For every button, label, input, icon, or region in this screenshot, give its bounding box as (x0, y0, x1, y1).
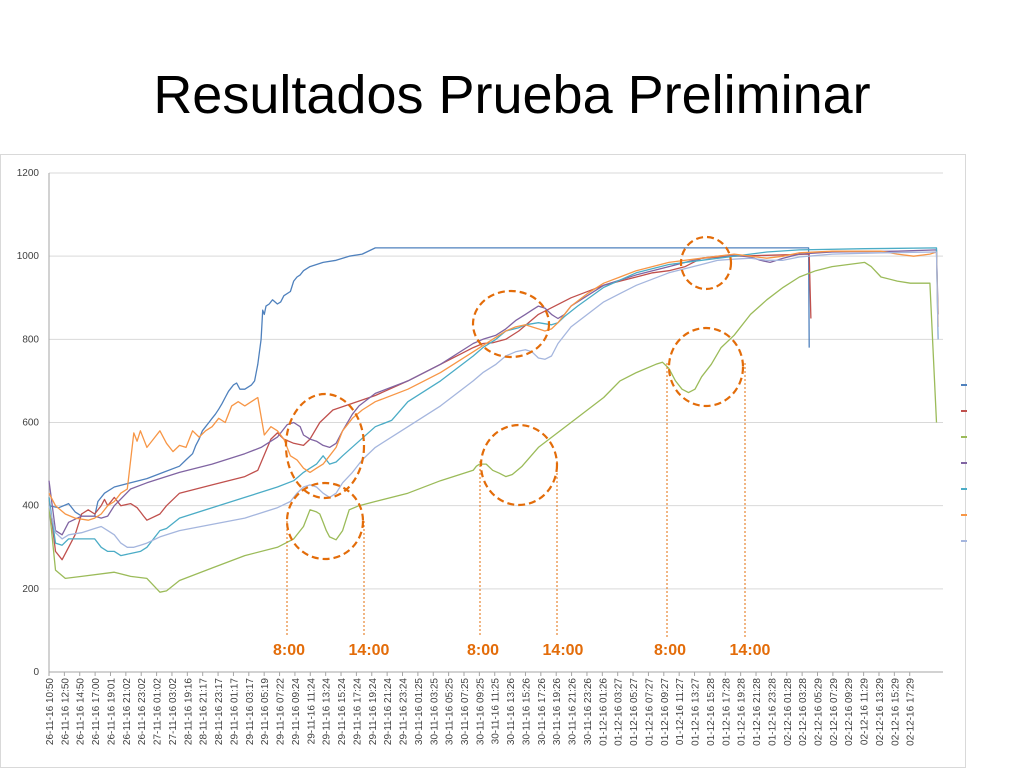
x-tick-label: 30-11-16 19:26 (552, 678, 563, 746)
x-tick-label: 30-11-16 13:26 (506, 678, 517, 746)
series-line-54 (48, 247, 810, 517)
x-tick-label: 01-12-16 19:28 (737, 678, 748, 746)
y-tick-label: 1200 (17, 168, 40, 179)
x-tick-label: 01-12-16 03:27 (614, 678, 625, 746)
x-tick-label: 02-12-16 13:29 (875, 678, 886, 746)
series-line-58 (48, 247, 939, 557)
x-tick-label: 29-11-16 17:24 (352, 678, 363, 746)
x-tick-label: 02-12-16 03:28 (798, 678, 809, 746)
x-tick-label: 01-12-16 21:28 (752, 678, 763, 746)
x-tick-label: 29-11-16 23:24 (399, 678, 410, 746)
x-tick-label: 29-11-16 09:24 (291, 678, 302, 746)
x-tick-label: 28-11-16 23:17 (214, 678, 225, 746)
x-tick-label: 02-12-16 15:29 (890, 678, 901, 746)
x-tick-label: 26-11-16 23:02 (137, 678, 148, 746)
x-tick-label: 27-11-16 01:02 (153, 678, 164, 746)
x-tick-label: 01-12-16 23:28 (767, 678, 778, 746)
x-tick-label: 29-11-16 13:24 (322, 678, 333, 746)
highlight-circle (667, 326, 745, 408)
time-label: 8:00 (273, 642, 305, 659)
x-tick-label: 02-12-16 01:28 (783, 678, 794, 746)
x-tick-label: 28-11-16 19:16 (183, 678, 194, 746)
x-tick-label: 29-11-16 03:17 (245, 678, 256, 746)
x-tick-label: 01-12-16 17:28 (721, 678, 732, 746)
y-tick-label: 400 (22, 501, 39, 512)
x-tick-label: 29-11-16 05:19 (260, 678, 271, 746)
x-tick-label: 30-11-16 17:26 (537, 678, 548, 746)
x-tick-label: 29-11-16 19:24 (368, 678, 379, 746)
x-tick-label: 02-12-16 07:29 (829, 678, 840, 746)
x-tick-label: 26-11-16 17:00 (91, 678, 102, 746)
series-line-59 (48, 250, 939, 521)
time-label: 8:00 (467, 642, 499, 659)
x-tick-label: 02-12-16 05:29 (814, 678, 825, 746)
slide-title: Resultados Prueba Preliminar (153, 65, 871, 125)
x-tick-label: 01-12-16 13:27 (691, 678, 702, 746)
time-label: 14:00 (543, 642, 584, 659)
x-tick-label: 30-11-16 15:26 (521, 678, 532, 746)
x-tick-label: 29-11-16 21:24 (383, 678, 394, 746)
x-tick-label: 30-11-16 05:25 (445, 678, 456, 746)
y-tick-label: 600 (22, 418, 39, 429)
series-line-56 (48, 261, 938, 593)
x-tick-label: 26-11-16 14:50 (76, 678, 87, 746)
x-tick-label: 01-12-16 05:27 (629, 678, 640, 746)
highlight-circle (679, 235, 733, 291)
x-tick-label: 29-11-16 07:22 (276, 678, 287, 746)
x-tick-label: 01-12-16 09:27 (660, 678, 671, 746)
x-tick-label: 28-11-16 21:17 (199, 678, 210, 746)
x-tick-label: 30-11-16 07:25 (460, 678, 471, 746)
x-tick-label: 30-11-16 03:25 (429, 678, 440, 746)
chart-frame: 0 200 400 600 800 1000 1200 26-11-16 10:50 26-11… (0, 154, 967, 768)
x-tick-label: 29-11-16 15:24 (337, 678, 348, 746)
x-tick-label: 02-12-16 11:29 (860, 678, 871, 746)
y-tick-label: 200 (22, 584, 39, 595)
highlight-circle (479, 423, 559, 507)
time-label: 14:00 (349, 642, 390, 659)
x-tick-label: 26-11-16 21:02 (122, 678, 133, 746)
x-tick-label: 01-12-16 07:27 (644, 678, 655, 746)
x-tick-label: 29-11-16 01:17 (229, 678, 240, 746)
highlight-circle (284, 392, 366, 500)
x-tick-label: 30-11-16 23:26 (583, 678, 594, 746)
x-tick-label: 29-11-16 11:24 (306, 678, 317, 745)
y-tick-label: 0 (33, 667, 39, 678)
x-tick-label: 30-11-16 01:25 (414, 678, 425, 746)
x-tick-label: 01-12-16 15:28 (706, 678, 717, 746)
time-label: 8:00 (654, 642, 686, 659)
series-line-55 (48, 253, 812, 561)
x-tick-label: 30-11-16 11:25 (491, 678, 502, 745)
highlight-circle (285, 481, 365, 561)
series-line-60 (48, 251, 939, 548)
x-tick-label: 26-11-16 10:50 (45, 678, 56, 746)
y-tick-label: 800 (22, 334, 39, 345)
highlight-circle (471, 289, 551, 359)
x-tick-label: 27-11-16 03:02 (168, 678, 179, 746)
x-tick-label: 02-12-16 09:29 (844, 678, 855, 746)
time-label: 14:00 (730, 642, 771, 659)
line-chart: 0 200 400 600 800 1000 1200 26-11-16 10:50 26-11… (17, 168, 967, 746)
x-tick-label: 30-11-16 09:25 (475, 678, 486, 746)
x-tick-label: 30-11-16 21:26 (568, 678, 579, 746)
x-tick-label: 02-12-16 17:29 (906, 678, 917, 746)
x-tick-label: 01-12-16 11:27 (675, 678, 686, 746)
x-tick-label: 26-11-16 12:50 (60, 678, 71, 746)
x-tick-label: 01-12-16 01:26 (598, 678, 609, 746)
y-tick-label: 1000 (17, 251, 40, 262)
x-tick-label: 26-11-16 19:01 (106, 678, 117, 746)
